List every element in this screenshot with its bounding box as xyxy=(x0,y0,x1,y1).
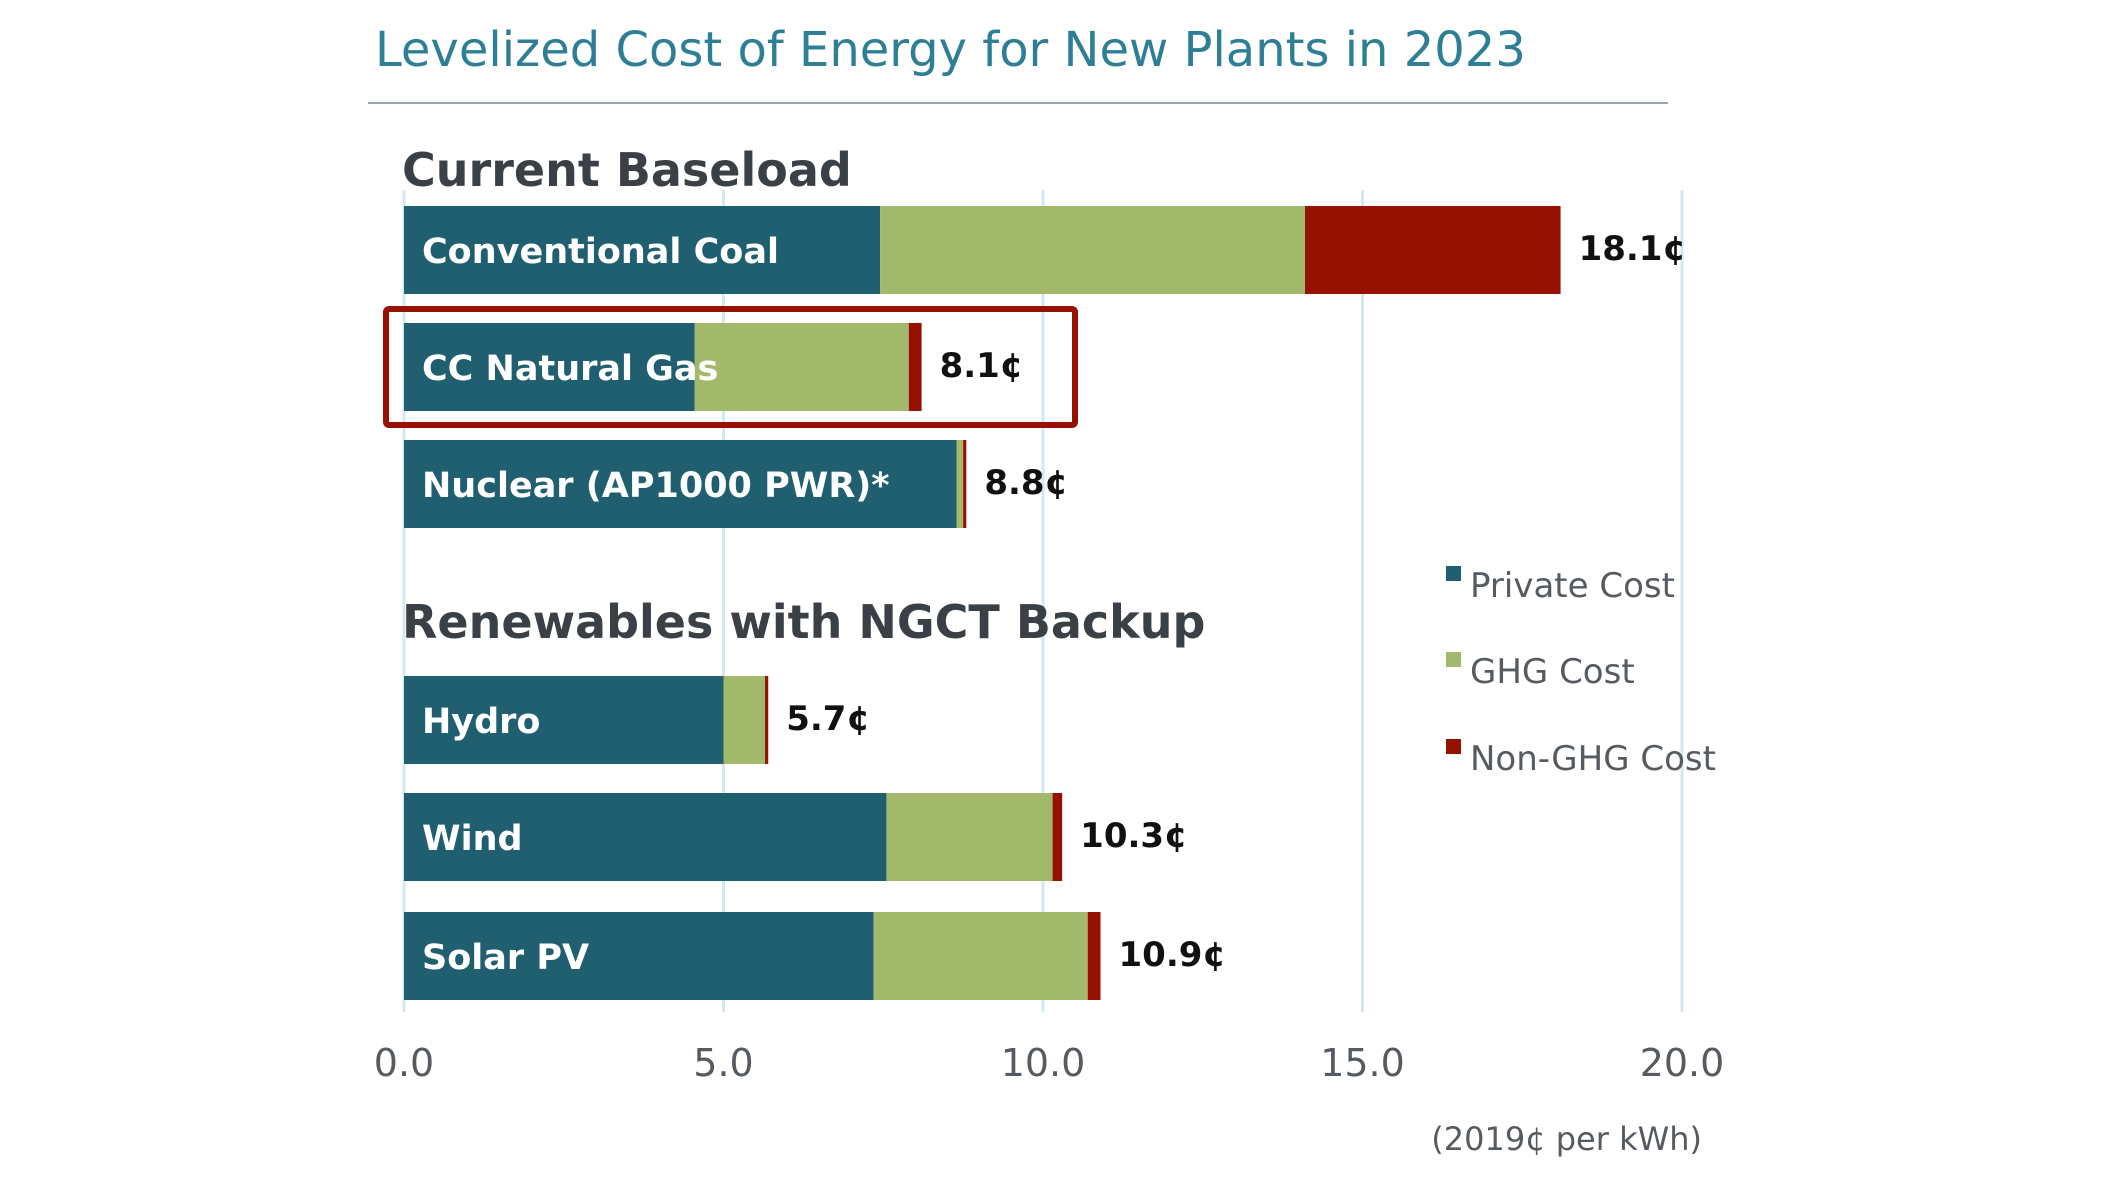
x-tick-label: 10.0 xyxy=(1001,1041,1086,1085)
bar-segment xyxy=(963,440,967,528)
x-tick-label: 20.0 xyxy=(1640,1041,1725,1085)
highlight-group xyxy=(383,306,1078,428)
legend-swatch xyxy=(1446,566,1461,581)
bar-segment xyxy=(1052,793,1063,881)
section-heading: Renewables with NGCT Backup xyxy=(402,595,1205,649)
x-tick-label: 15.0 xyxy=(1320,1041,1405,1085)
bar-segment xyxy=(886,793,1053,881)
bar-total-label: 10.9¢ xyxy=(1119,935,1227,975)
x-tick-label: 5.0 xyxy=(693,1041,753,1085)
bar-total-label: 8.8¢ xyxy=(984,463,1068,503)
bar-category-label: Hydro xyxy=(422,702,540,742)
bar-segment xyxy=(404,912,874,1000)
bar-segment xyxy=(765,676,769,764)
bar-segment xyxy=(873,912,1088,1000)
bar-segment xyxy=(404,793,887,881)
bar-category-label: Wind xyxy=(422,819,523,859)
bar-category-label: Conventional Coal xyxy=(422,232,779,272)
bar-category-label: Solar PV xyxy=(422,938,589,978)
x-tick-label: 0.0 xyxy=(374,1041,434,1085)
legend-swatch xyxy=(1446,652,1461,667)
bar-segment xyxy=(956,440,964,528)
legend-label: Private Cost xyxy=(1470,566,1675,606)
bar-total-label: 8.1¢ xyxy=(940,346,1024,386)
legend-swatch xyxy=(1446,739,1461,754)
section-headings: Current Baseload Renewables with NGCT Bac… xyxy=(402,143,1205,649)
legend-label: GHG Cost xyxy=(1470,652,1635,692)
bar-total-label: 18.1¢ xyxy=(1579,229,1687,269)
legend-label: Non-GHG Cost xyxy=(1470,739,1716,779)
bar-total-label: 10.3¢ xyxy=(1080,816,1188,856)
x-axis-ticks: 0.0 5.0 10.0 15.0 20.0 xyxy=(374,1041,1725,1085)
bar-segment xyxy=(404,323,695,411)
bar-segment xyxy=(880,206,1305,294)
chart-title: Levelized Cost of Energy for New Plants … xyxy=(375,22,1526,78)
bar-segment xyxy=(1087,912,1101,1000)
bar-segment xyxy=(908,323,922,411)
bar-category-label: Nuclear (AP1000 PWR)* xyxy=(422,466,890,506)
legend: Private Cost GHG Cost Non-GHG Cost xyxy=(1446,566,1716,779)
bar-segment xyxy=(723,676,766,764)
unit-label: (2019¢ per kWh) xyxy=(1431,1120,1702,1158)
highlight-box xyxy=(383,306,1078,428)
bar-segment xyxy=(404,676,724,764)
bar-segment xyxy=(694,323,909,411)
bar-category-label: CC Natural Gas xyxy=(422,349,718,389)
bars: Conventional Coal 18.1¢ CC Natural Gas 8.1¢… xyxy=(404,206,1686,1000)
bar-segment xyxy=(1304,206,1561,294)
bar-segment xyxy=(404,206,881,294)
section-heading: Current Baseload xyxy=(402,143,852,197)
bar-segment xyxy=(404,440,957,528)
bar-total-label: 5.7¢ xyxy=(786,699,870,739)
